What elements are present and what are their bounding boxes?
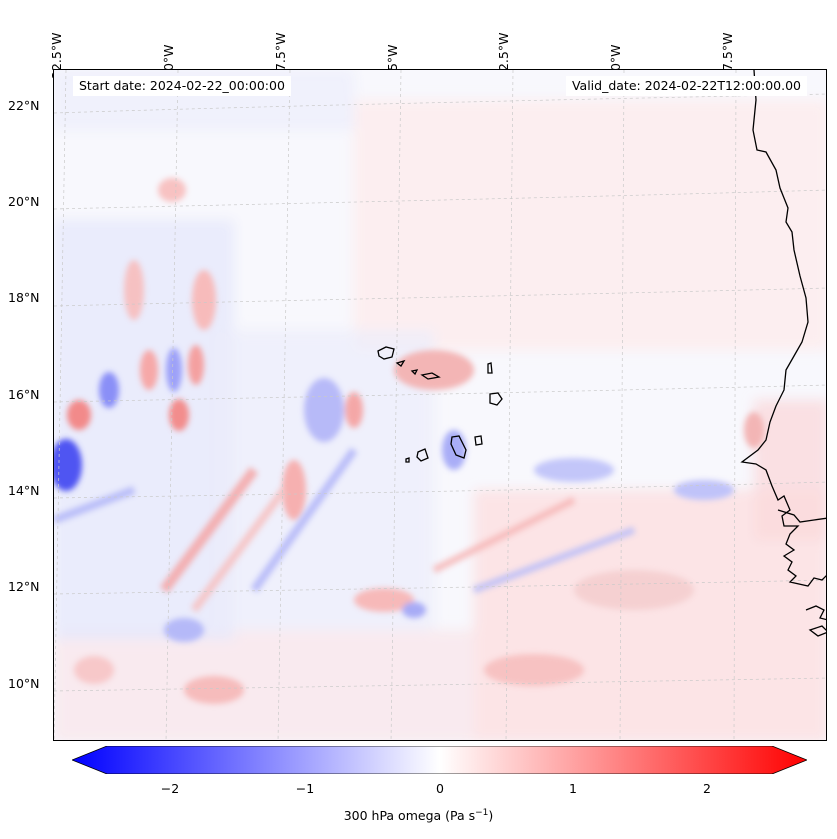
cape-verde-islands	[377, 346, 503, 463]
lat-label-20n: 20°N	[8, 194, 40, 209]
colorbar-label: 300 hPa omega (Pa s−1)	[343, 808, 494, 824]
lat-label-14n: 14°N	[8, 483, 40, 498]
colorbar-tick-0: 0	[436, 781, 444, 796]
graticule	[54, 70, 826, 740]
lat-label-16n: 16°N	[8, 387, 40, 402]
streak-features	[54, 178, 764, 704]
lat-label-18n: 18°N	[8, 290, 40, 305]
lat-label-12n: 12°N	[8, 579, 40, 594]
africa-coastline	[740, 70, 826, 587]
lat-label-22n: 22°N	[8, 98, 40, 113]
colorbar-tick-minus2: −2	[160, 781, 180, 796]
lat-label-10n: 10°N	[8, 676, 40, 691]
map-panel	[53, 69, 827, 741]
gambia-coast	[777, 509, 826, 523]
colorbar-tick-2: 2	[703, 781, 711, 796]
colorbar-tick-1: 1	[569, 781, 577, 796]
diagonal-bands	[54, 447, 636, 613]
start-date-label: Start date: 2024-02-22_00:00:00	[73, 76, 291, 96]
omega-field-map	[54, 70, 826, 740]
broad-shading	[54, 70, 826, 740]
colorbar-bar	[72, 746, 807, 774]
colorbar-tick-minus1: −1	[295, 781, 315, 796]
colorbar	[72, 746, 807, 774]
valid-date-label: Valid_date: 2024-02-22T12:00:00.00	[565, 76, 807, 96]
bissagos-coast	[805, 605, 826, 637]
